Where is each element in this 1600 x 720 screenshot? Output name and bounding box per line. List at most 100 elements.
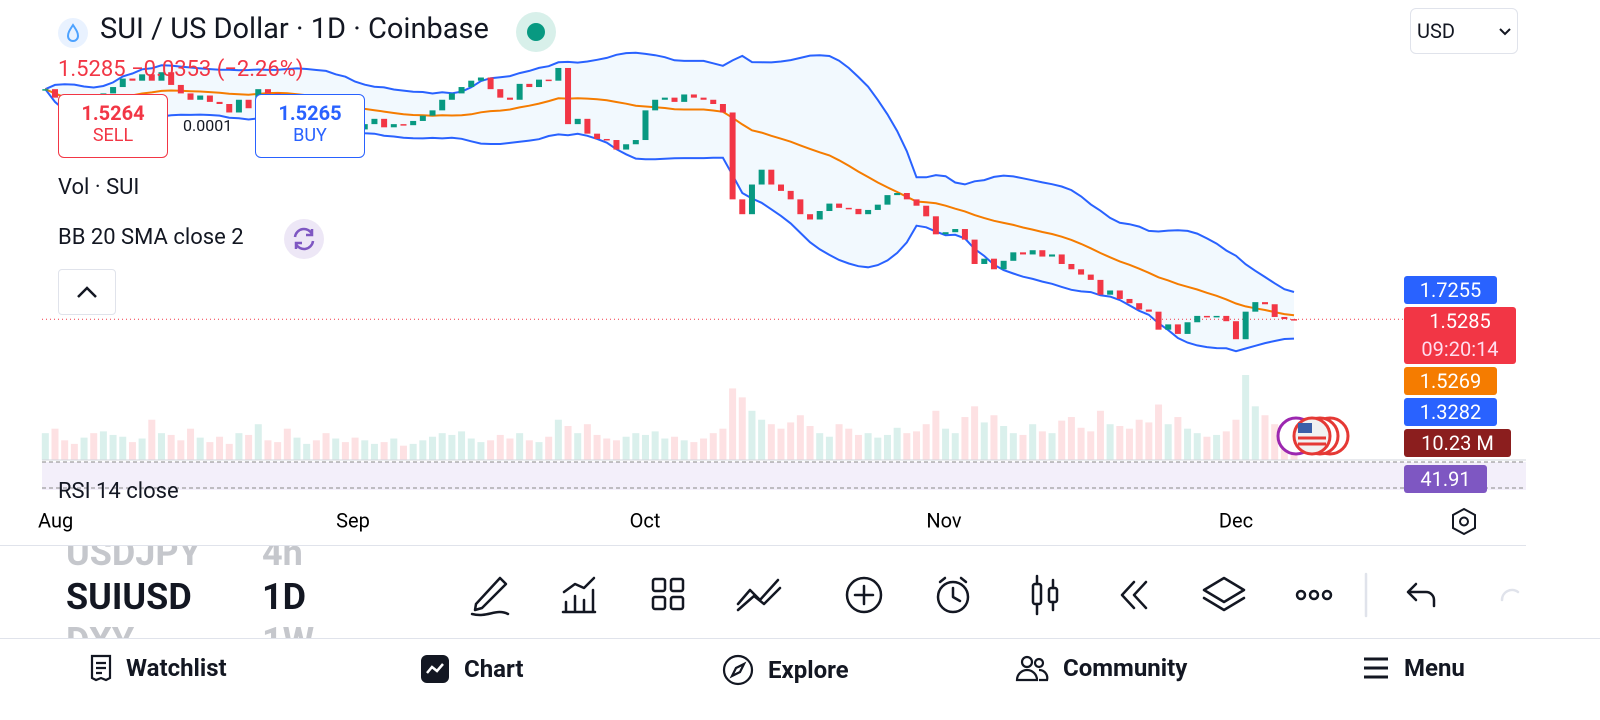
month-label: Oct <box>630 508 661 532</box>
candle <box>187 93 194 100</box>
volume-bar <box>1213 434 1221 460</box>
volume-bar <box>419 440 427 460</box>
volume-bar <box>641 434 649 460</box>
refresh-button[interactable] <box>284 219 324 259</box>
bb-legend: BB 20 SMA close 2 <box>58 225 244 250</box>
candle <box>690 94 697 98</box>
candle <box>1116 290 1123 299</box>
volume-bar <box>506 438 514 460</box>
draw-tool[interactable] <box>470 576 510 617</box>
candle <box>216 101 223 104</box>
indicators-tool[interactable] <box>561 576 597 614</box>
nav-item[interactable]: Watchlist <box>90 654 227 682</box>
volume-bar <box>1106 424 1114 460</box>
compare-tool[interactable] <box>736 578 782 612</box>
candle <box>439 99 446 111</box>
settings-icon[interactable] <box>1452 507 1476 536</box>
volume-bar <box>341 442 349 460</box>
undo-tool[interactable] <box>1406 582 1436 608</box>
candle <box>971 239 978 264</box>
volume-bar <box>245 434 253 460</box>
volume-bar <box>196 437 204 460</box>
nav-item[interactable]: Menu <box>1362 654 1465 682</box>
volume-legend: Vol · SUI <box>58 175 140 200</box>
candle <box>748 184 755 215</box>
candle <box>119 78 126 88</box>
volume-bar <box>1038 431 1046 460</box>
nav-item[interactable]: Explore <box>722 654 849 686</box>
volume-bar <box>467 438 475 460</box>
interval: 4h <box>262 546 303 574</box>
candle <box>681 94 688 102</box>
volume-bar <box>1029 424 1037 460</box>
candle <box>855 208 862 215</box>
volume-bar <box>612 440 620 460</box>
volume-bar <box>264 440 272 460</box>
volume-bar <box>758 419 766 460</box>
volume-bar <box>293 437 301 460</box>
candle <box>574 118 581 125</box>
volume-bar <box>1164 424 1172 460</box>
candle <box>768 169 775 185</box>
nav-item[interactable]: Chart <box>420 654 523 684</box>
sell-button[interactable]: 1.5264 SELL <box>58 94 168 158</box>
symbol-picker[interactable]: USDJPY 4h SUIUSD 1D DXY 1W <box>0 546 400 639</box>
volume-bar <box>225 443 233 460</box>
candle <box>1097 279 1104 295</box>
volume-bar <box>99 431 107 460</box>
alert-tool[interactable] <box>936 576 970 614</box>
candle <box>671 97 678 102</box>
add-tool[interactable] <box>845 576 883 614</box>
volume-bar <box>903 433 911 460</box>
volume-bar <box>1000 426 1008 460</box>
replay-tool[interactable] <box>1120 580 1148 610</box>
volume-bar <box>816 433 824 460</box>
volume-bar <box>370 443 378 460</box>
collapse-button[interactable] <box>58 269 116 315</box>
divider <box>0 545 1526 546</box>
volume-bar <box>1058 420 1066 460</box>
market-status <box>516 12 556 52</box>
candle <box>1058 254 1065 264</box>
candle <box>429 110 436 116</box>
candle <box>739 199 746 215</box>
chart-type-tool[interactable] <box>1031 574 1059 616</box>
volume-bar <box>409 443 417 460</box>
volume-bar <box>167 434 175 460</box>
volume-bar <box>603 438 611 460</box>
candle <box>235 99 242 113</box>
volume-bar <box>61 440 69 460</box>
bb-lower <box>44 88 1295 353</box>
candle <box>264 89 271 94</box>
redo-tool[interactable] <box>1500 588 1520 602</box>
volume-bar <box>951 433 959 460</box>
candle <box>1242 311 1249 340</box>
volume-bar <box>651 431 659 460</box>
nav-label: Chart <box>464 655 524 683</box>
chart-icon <box>421 655 449 683</box>
interval: 1D <box>262 576 307 618</box>
candle <box>448 93 455 100</box>
candle <box>903 193 910 200</box>
rsi-label: 41.91 <box>1404 465 1487 493</box>
candle <box>1068 263 1075 270</box>
layers-tool[interactable] <box>1202 576 1246 612</box>
volume-bar <box>1184 428 1192 460</box>
volume-bar <box>545 436 553 460</box>
candle <box>865 209 872 215</box>
candle <box>381 118 388 128</box>
volume-bar <box>709 433 717 460</box>
candle <box>932 216 939 235</box>
candle <box>884 195 891 205</box>
month-label: Dec <box>1219 508 1253 532</box>
more-tool[interactable] <box>1295 589 1333 601</box>
buy-button[interactable]: 1.5265 BUY <box>255 94 365 158</box>
nav-item[interactable]: Community <box>1015 654 1187 682</box>
currency-select[interactable]: USD <box>1410 8 1518 54</box>
candle <box>1213 315 1220 318</box>
volume-bar <box>1096 410 1104 460</box>
volume-bar <box>322 433 330 460</box>
volume-bar <box>128 442 136 460</box>
layout-tool[interactable] <box>651 577 685 611</box>
volume-bar <box>235 433 243 460</box>
